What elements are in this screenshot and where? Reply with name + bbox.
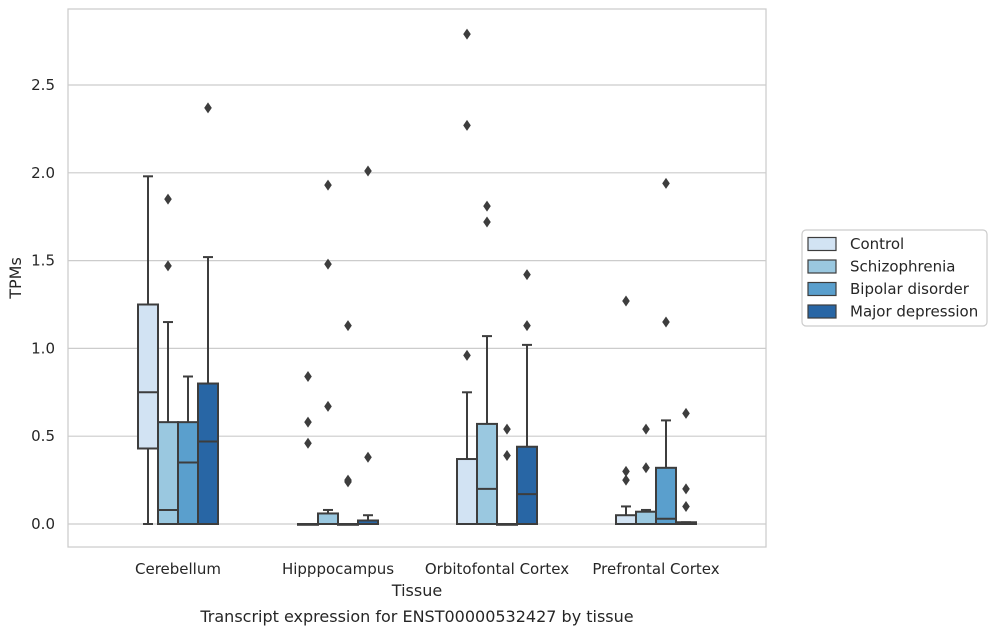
outlier-point (463, 349, 471, 361)
box-group (476, 200, 498, 525)
legend-swatch (807, 304, 837, 319)
outlier-point (344, 320, 352, 332)
legend-swatch (807, 236, 837, 252)
y-tick-label: 0.5 (31, 427, 55, 445)
y-tick-label: 2.5 (31, 76, 55, 94)
box (197, 382, 219, 525)
outlier-point (324, 179, 332, 191)
outlier-point (523, 320, 531, 332)
outlier-point (682, 483, 690, 495)
box-group (496, 423, 518, 526)
legend-swatch (807, 281, 837, 297)
outlier-point (682, 500, 690, 512)
x-tick-label: Orbitofontal Cortex (425, 560, 569, 578)
box (177, 421, 199, 526)
outlier-point (483, 216, 491, 228)
box-group (655, 177, 677, 526)
box (516, 445, 538, 525)
outlier-point (164, 260, 172, 272)
box (615, 514, 637, 525)
box-group (357, 165, 379, 525)
box-group (456, 28, 478, 526)
outlier-point (364, 451, 372, 463)
box-group (137, 175, 159, 525)
x-tick-label: Cerebellum (135, 560, 221, 578)
box-group (675, 407, 697, 526)
x-tick-label: Hipppocampus (282, 560, 394, 578)
box-group (635, 423, 657, 526)
y-tick-label: 2.0 (31, 164, 55, 182)
y-tick-label: 1.0 (31, 339, 55, 357)
outlier-point (642, 462, 650, 474)
outlier-point (324, 400, 332, 412)
x-tick-label: Prefrontal Cortex (592, 560, 719, 578)
box (456, 458, 478, 526)
box-group (197, 102, 219, 525)
legend-frame (801, 229, 988, 327)
outlier-point (304, 437, 312, 449)
outlier-point (503, 423, 511, 435)
plot-frame (67, 8, 767, 548)
y-axis-title: TPMs (6, 257, 25, 300)
box (635, 510, 657, 526)
outlier-point (364, 165, 372, 177)
box (655, 466, 677, 526)
outlier-point (503, 450, 511, 462)
outlier-point (463, 28, 471, 40)
box-group (615, 295, 637, 525)
legend: Control Schizophrenia Bipolar disorder Majo… (801, 229, 988, 327)
outlier-point (622, 474, 630, 486)
y-tick-label: 0.0 (31, 515, 55, 533)
outlier-point (164, 193, 172, 205)
outlier-point (204, 102, 212, 114)
box (476, 422, 498, 525)
y-tick-label: 1.5 (31, 252, 55, 270)
outlier-point (463, 119, 471, 131)
outlier-point (344, 474, 352, 486)
legend-label: Control (850, 235, 904, 253)
legend-label: Schizophrenia (850, 258, 955, 276)
chart-caption: Transcript expression for ENST0000053242… (199, 607, 633, 626)
outlier-point (324, 258, 332, 270)
y-axis-ticks: 0.0 0.5 1.0 1.5 2.0 2.5 (31, 76, 55, 533)
legend-label: Bipolar disorder (850, 280, 970, 298)
outlier-point (304, 370, 312, 382)
outlier-point (682, 407, 690, 419)
box-group (317, 179, 339, 525)
outlier-point (662, 316, 670, 328)
outlier-point (642, 423, 650, 435)
box-group (516, 269, 538, 525)
x-axis-title: Tissue (391, 581, 442, 600)
outlier-point (622, 465, 630, 477)
legend-swatch (807, 259, 837, 274)
box (317, 512, 339, 525)
boxes-layer (137, 28, 697, 526)
outlier-point (523, 269, 531, 281)
box-group (297, 370, 319, 526)
box (137, 303, 159, 450)
outlier-point (483, 200, 491, 212)
x-axis-ticks: Cerebellum Hipppocampus Orbitofontal Corte… (135, 560, 720, 578)
outlier-point (662, 177, 670, 189)
box (157, 421, 179, 526)
box-group (337, 320, 359, 526)
legend-label: Major depression (850, 303, 978, 321)
box-group (177, 375, 199, 526)
outlier-point (304, 416, 312, 428)
box-group (157, 193, 179, 526)
outlier-point (622, 295, 630, 307)
